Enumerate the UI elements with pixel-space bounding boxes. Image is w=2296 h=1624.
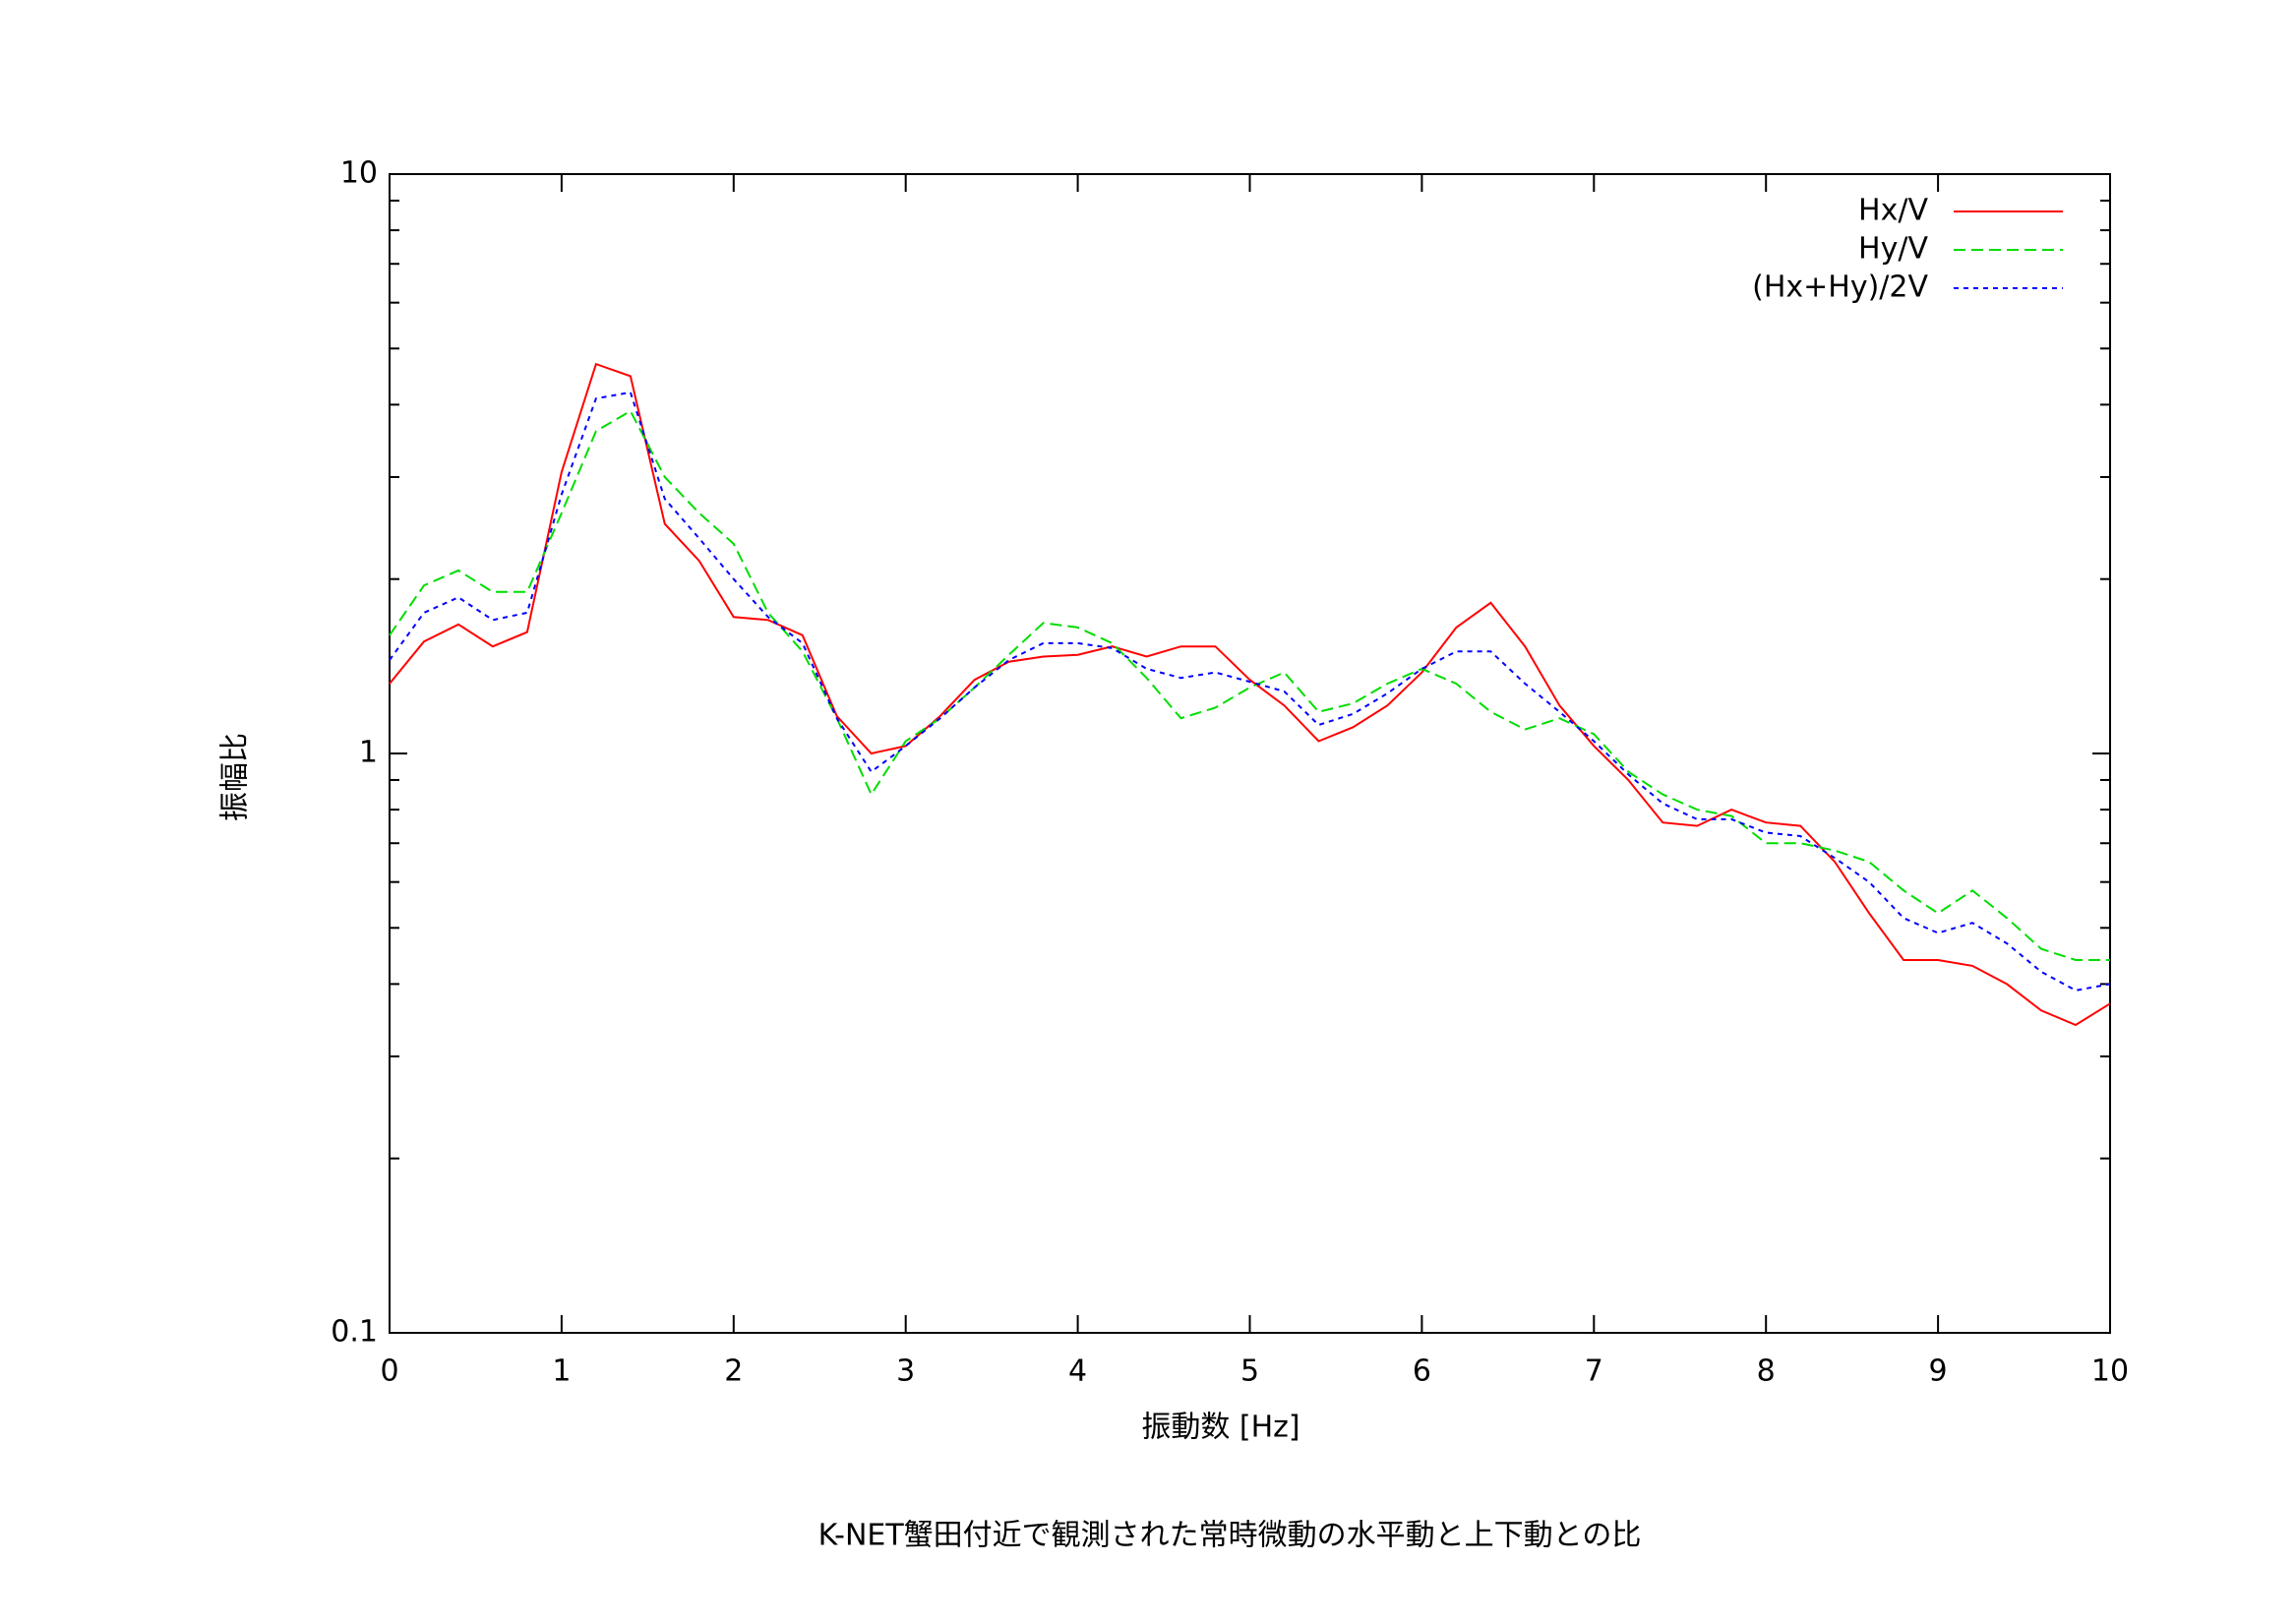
x-tick-label: 10 (2091, 1354, 2129, 1389)
y-tick-label: 10 (340, 156, 378, 191)
x-tick-label: 9 (1929, 1354, 1948, 1389)
x-tick-label: 3 (896, 1354, 915, 1389)
plot-frame (389, 173, 2111, 1334)
x-tick-label: 1 (552, 1354, 571, 1389)
legend-label: Hx/V (1858, 194, 1928, 228)
line-series (389, 391, 2111, 992)
y-tick-label: 1 (359, 736, 378, 770)
x-tick-label: 5 (1240, 1354, 1259, 1389)
x-tick-label: 4 (1068, 1354, 1087, 1389)
y-tick-label: 0.1 (331, 1315, 378, 1350)
x-tick-label: 0 (380, 1354, 398, 1389)
x-tick-label: 2 (724, 1354, 743, 1389)
legend-label: Hy/V (1858, 232, 1928, 267)
x-tick-label: 6 (1413, 1354, 1431, 1389)
x-tick-label: 7 (1585, 1354, 1603, 1389)
line-series (389, 362, 2111, 1027)
chart-title: K-NET蟹田付近で観測された常時微動の水平動と上下動との比 (818, 1519, 1642, 1553)
y-axis-label: 振幅比 (218, 733, 253, 821)
legend-label: (Hx+Hy)/2V (1752, 271, 1928, 305)
line-series (389, 409, 2110, 961)
x-tick-label: 8 (1757, 1354, 1776, 1389)
x-axis-label: 振動数 [Hz] (1141, 1411, 1299, 1445)
